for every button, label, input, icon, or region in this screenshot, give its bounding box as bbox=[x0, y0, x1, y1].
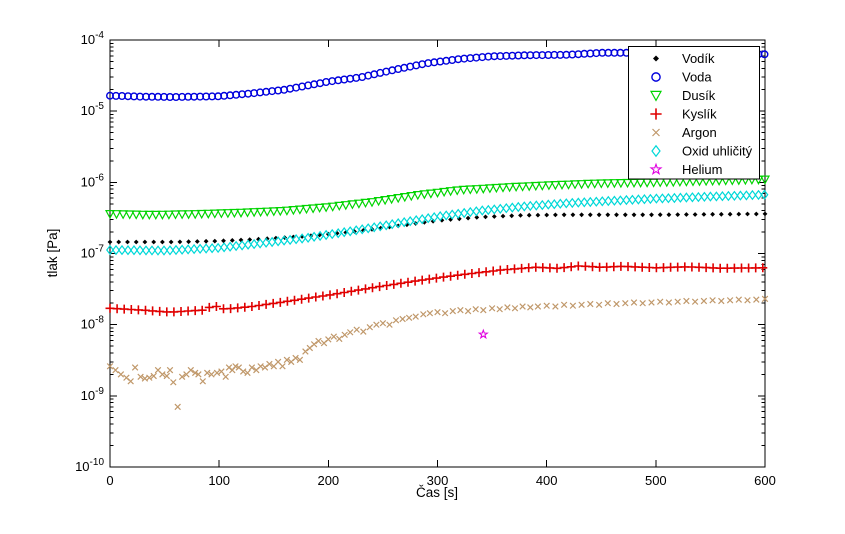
y-axis-label: tlak [Pa] bbox=[45, 229, 60, 278]
legend-item: Voda bbox=[651, 70, 712, 85]
series-oxid-uhličitý bbox=[106, 189, 769, 256]
x-tick-label: 100 bbox=[208, 473, 230, 488]
x-legend-icon bbox=[652, 128, 660, 137]
legend-item: Vodík bbox=[653, 51, 715, 66]
diamond-legend-icon bbox=[651, 144, 661, 158]
legend-item-label: Dusík bbox=[682, 88, 716, 103]
plus-legend-icon bbox=[650, 108, 662, 120]
triangle-down-legend-icon bbox=[649, 90, 663, 102]
x-tick-label: 200 bbox=[317, 473, 339, 488]
x-tick-label: 300 bbox=[427, 473, 449, 488]
y-tick-label: 10-9 bbox=[81, 386, 105, 403]
series-kyslík bbox=[105, 261, 768, 317]
pentagram-legend-icon bbox=[649, 162, 663, 176]
series-argon bbox=[106, 295, 769, 411]
x-tick-label: 600 bbox=[754, 473, 776, 488]
y-tick-label: 10-7 bbox=[81, 244, 105, 261]
y-tick-label: 10-10 bbox=[75, 457, 104, 474]
y-tick-label: 10-5 bbox=[81, 101, 105, 118]
legend-item: Oxid uhličitý bbox=[651, 144, 753, 159]
y-tick-label: 10-4 bbox=[81, 30, 105, 47]
series-dusík bbox=[104, 175, 771, 221]
series-helium bbox=[477, 328, 489, 340]
axes: 0 100 200 300 400 500 600 10-4 10-5 10-6 10-7 10-8 1… bbox=[75, 30, 776, 488]
legend-item-label: Argon bbox=[682, 125, 717, 140]
legend-item: Kyslík bbox=[650, 107, 717, 122]
y-tick-label: 10-6 bbox=[81, 172, 105, 189]
x-tick-label: 400 bbox=[536, 473, 558, 488]
x-tick-label: 0 bbox=[106, 473, 113, 488]
y-tick-label: 10-8 bbox=[81, 315, 105, 332]
x-axis-label: Čas [s] bbox=[416, 485, 458, 500]
legend-box bbox=[628, 46, 760, 180]
legend-item: Helium bbox=[649, 162, 722, 177]
legend-item-label: Helium bbox=[682, 162, 722, 177]
legend-item-label: Voda bbox=[682, 70, 712, 85]
data-series bbox=[104, 48, 771, 411]
legend-item: Dusík bbox=[649, 88, 716, 103]
x-tick-label: 500 bbox=[645, 473, 667, 488]
circle-legend-icon bbox=[651, 72, 661, 82]
legend-item-label: Kyslík bbox=[682, 107, 717, 122]
point-legend-icon bbox=[653, 55, 659, 62]
legend-item-label: Vodík bbox=[682, 51, 715, 66]
legend: Vodík Voda Dusík Kyslík Argon Oxid uhličitý He… bbox=[628, 46, 760, 180]
legend-item: Argon bbox=[652, 125, 717, 140]
legend-item-label: Oxid uhličitý bbox=[682, 144, 753, 159]
